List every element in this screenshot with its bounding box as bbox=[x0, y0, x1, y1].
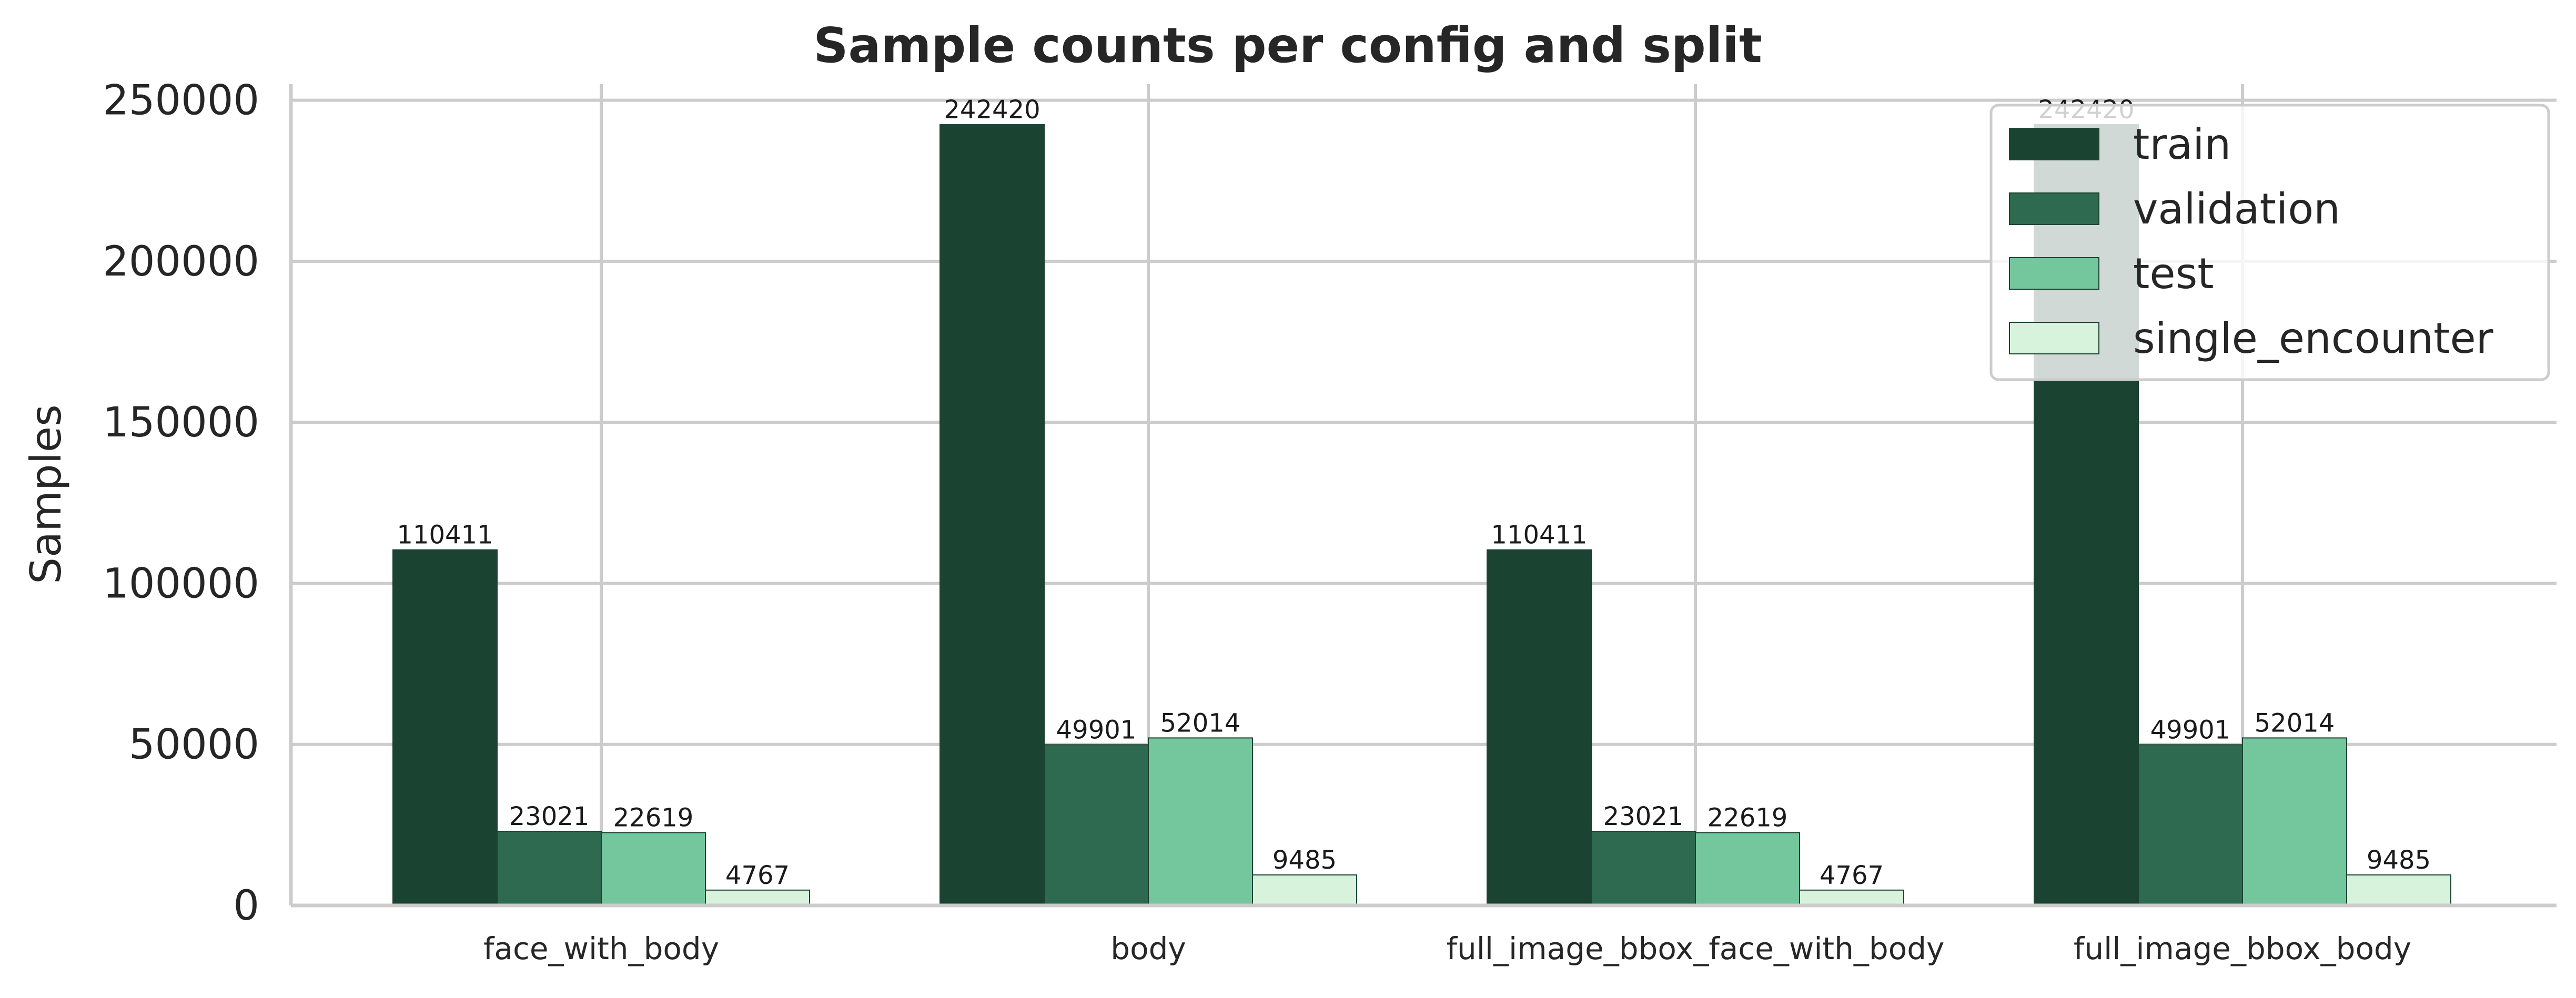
bar-value-label: 9485 bbox=[1272, 846, 1337, 875]
bar-value-label: 22619 bbox=[613, 803, 694, 832]
bar-value-label: 242420 bbox=[944, 95, 1040, 125]
legend-label: single_encounter bbox=[2133, 314, 2493, 363]
x-tick-label: body bbox=[1110, 931, 1186, 966]
bar-test bbox=[2242, 737, 2347, 907]
bar-validation bbox=[1044, 744, 1149, 906]
bar-value-label: 49901 bbox=[1056, 715, 1137, 745]
bar-value-label: 49901 bbox=[2150, 715, 2231, 745]
bar-value-label: 23021 bbox=[1603, 802, 1684, 831]
y-tick-label: 100000 bbox=[103, 560, 259, 607]
legend-label: train bbox=[2133, 120, 2231, 169]
x-axis-ticks: face_with_body body full_image_bbox_face_w… bbox=[483, 931, 2411, 966]
bar-value-label: 22619 bbox=[1708, 803, 1788, 832]
bar-validation bbox=[1591, 830, 1696, 907]
bar-test bbox=[1695, 832, 1800, 906]
legend-swatch-test bbox=[2009, 257, 2099, 290]
bar-value-label: 23021 bbox=[509, 802, 590, 831]
y-axis-label: Samples bbox=[22, 404, 70, 584]
bar-validation bbox=[2138, 744, 2243, 906]
bar-single_encounter bbox=[705, 889, 810, 907]
bar-value-label: 52014 bbox=[1160, 708, 1241, 738]
bar-train bbox=[940, 124, 1045, 906]
bar-single_encounter bbox=[2346, 874, 2451, 907]
x-tick-label: face_with_body bbox=[483, 931, 719, 966]
y-tick-label: 200000 bbox=[103, 238, 259, 286]
bar-validation bbox=[497, 830, 602, 907]
bar-test bbox=[601, 832, 706, 906]
legend-swatch-train bbox=[2009, 128, 2099, 160]
chart-title: Sample counts per config and split bbox=[813, 17, 1762, 74]
legend-label: validation bbox=[2133, 185, 2340, 233]
x-tick-label: full_image_bbox_face_with_body bbox=[1447, 931, 1945, 966]
y-tick-label: 50000 bbox=[129, 721, 259, 769]
bar-value-label: 9485 bbox=[2367, 846, 2431, 875]
bar-value-label: 52014 bbox=[2255, 708, 2335, 738]
bar-test bbox=[1148, 737, 1253, 907]
y-axis-ticks: 0 50000 100000 150000 200000 250000 bbox=[103, 77, 259, 930]
legend-swatch-validation bbox=[2009, 192, 2099, 225]
legend-swatch-single_encounter bbox=[2009, 322, 2099, 354]
bar-train bbox=[1487, 549, 1592, 906]
bar-single_encounter bbox=[1799, 889, 1904, 907]
legend-box bbox=[1989, 104, 2550, 381]
y-tick-label: 0 bbox=[233, 882, 259, 930]
y-tick-label: 150000 bbox=[103, 399, 259, 446]
bar-value-label: 4767 bbox=[725, 861, 790, 890]
y-tick-label: 250000 bbox=[103, 77, 259, 125]
bar-value-label: 4767 bbox=[1820, 861, 1884, 890]
bar-single_encounter bbox=[1252, 874, 1357, 907]
x-tick-label: full_image_bbox_body bbox=[2074, 931, 2411, 966]
legend: train validation test single_encounter bbox=[1989, 104, 2550, 381]
bar-value-label: 110411 bbox=[397, 521, 493, 550]
legend-label: test bbox=[2133, 249, 2214, 298]
bar-train bbox=[392, 549, 498, 906]
bar-value-label: 110411 bbox=[1491, 521, 1587, 550]
